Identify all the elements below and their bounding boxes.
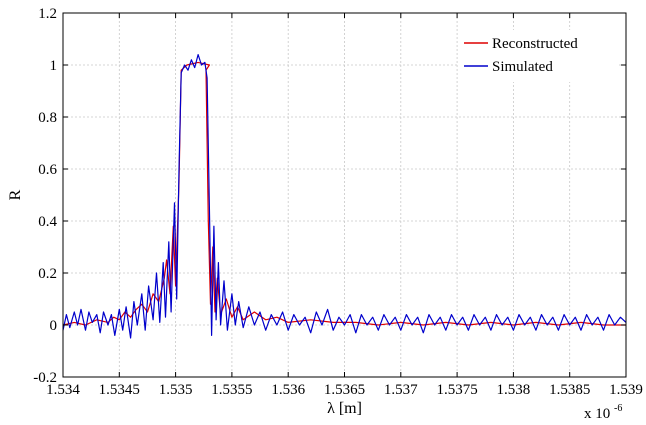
y-tick-label: 0.6 bbox=[38, 162, 57, 178]
axis-ticks: 1.534 1.5345 1.535 1.5355 1.536 1.5365 1.537 1.… bbox=[33, 6, 643, 398]
series-line-simulated bbox=[62, 54, 627, 339]
y-tick-label: 0 bbox=[50, 318, 58, 334]
x-tick-label: 1.536 bbox=[271, 382, 305, 398]
x-tick-label: 1.534 bbox=[46, 382, 80, 398]
legend-box bbox=[458, 30, 618, 82]
x-axis-exponent: x 10 -6 bbox=[584, 403, 622, 422]
x-exponent-power: -6 bbox=[614, 403, 622, 414]
x-tick-label: 1.535 bbox=[159, 382, 193, 398]
x-tick-label: 1.5375 bbox=[436, 382, 477, 398]
x-tick-label: 1.538 bbox=[497, 382, 531, 398]
x-exponent-base: x 10 bbox=[584, 406, 610, 422]
x-tick-label: 1.537 bbox=[384, 382, 418, 398]
y-tick-label: 1 bbox=[50, 58, 58, 74]
legend-label-reconstructed: Reconstructed bbox=[492, 36, 578, 52]
x-tick-label: 1.5385 bbox=[549, 382, 590, 398]
x-tick-label: 1.539 bbox=[609, 382, 643, 398]
y-tick-label: 1.2 bbox=[38, 6, 57, 22]
legend: Reconstructed Simulated bbox=[458, 30, 618, 82]
y-tick-label: 0.4 bbox=[38, 214, 57, 230]
series-lines bbox=[62, 54, 627, 339]
x-axis-label: λ [m] bbox=[327, 400, 362, 417]
x-tick-label: 1.5345 bbox=[99, 382, 140, 398]
y-tick-label: -0.2 bbox=[33, 370, 57, 386]
y-tick-label: 0.2 bbox=[38, 266, 57, 282]
x-tick-label: 1.5365 bbox=[324, 382, 365, 398]
legend-label-simulated: Simulated bbox=[492, 59, 553, 75]
x-tick-label: 1.5355 bbox=[211, 382, 252, 398]
y-tick-label: 0.8 bbox=[38, 110, 57, 126]
y-axis-label: R bbox=[7, 189, 24, 200]
